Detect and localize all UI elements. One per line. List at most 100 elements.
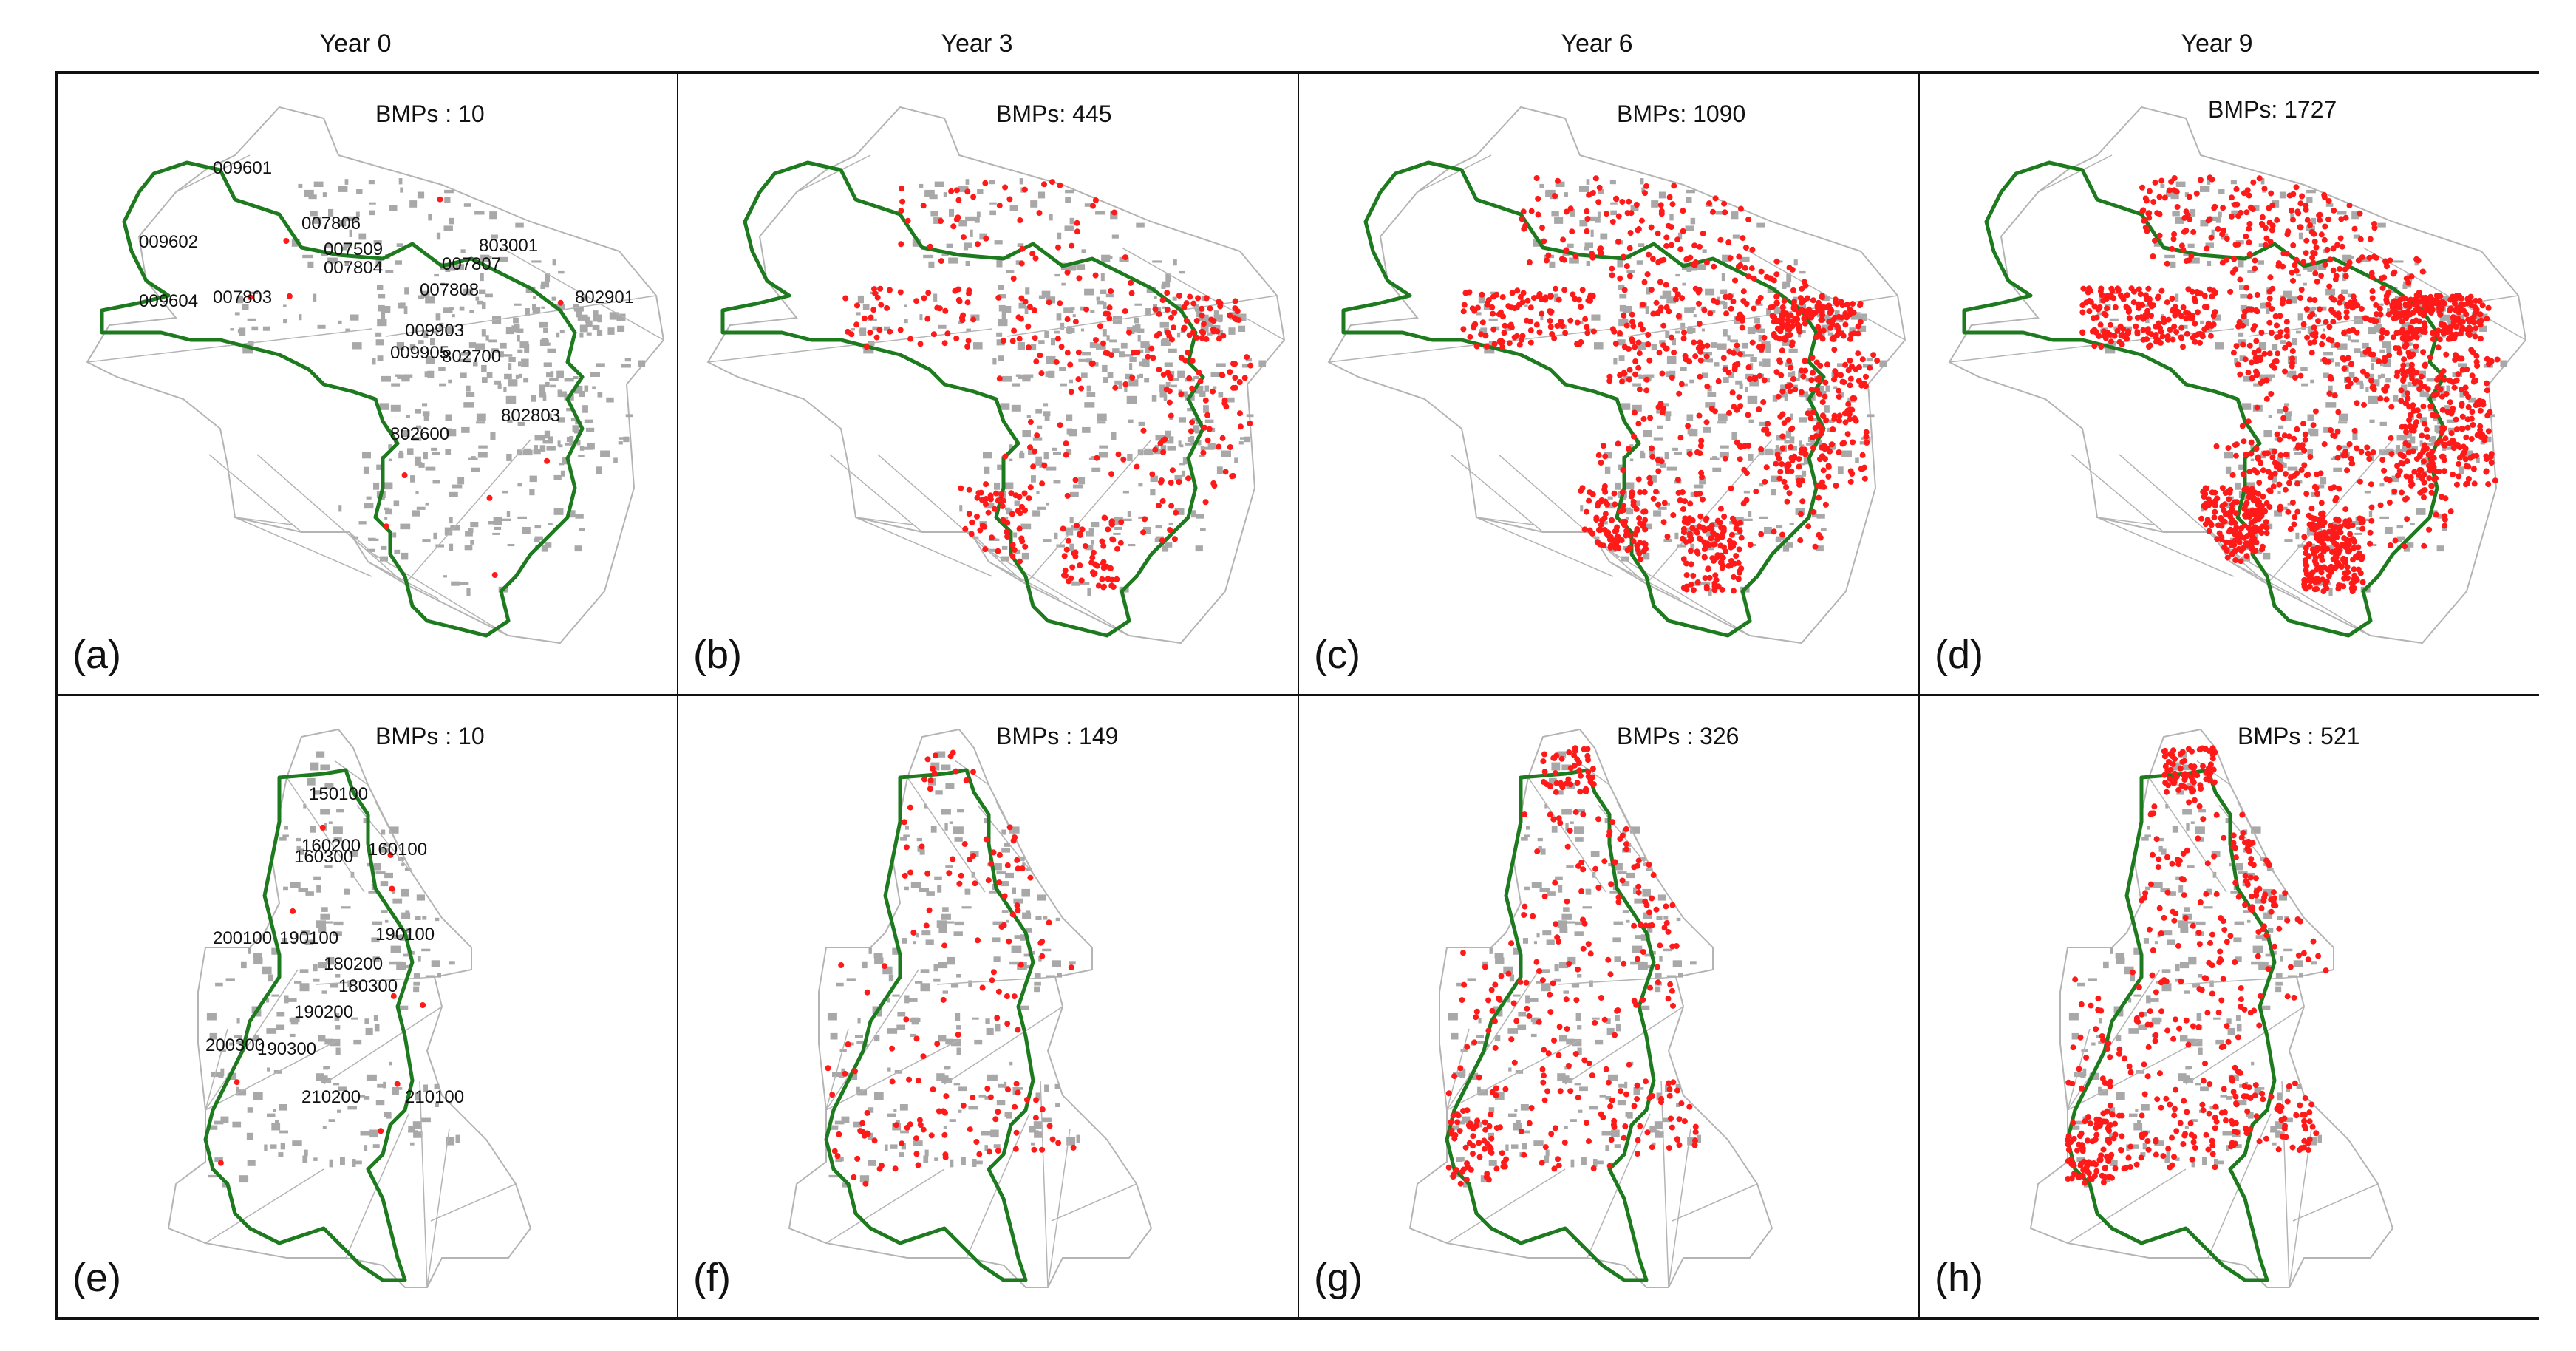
parcel [326, 956, 335, 965]
street-line [208, 454, 302, 533]
bmp-point [1057, 182, 1063, 188]
bmp-point [1735, 559, 1742, 566]
parcel [2295, 532, 2300, 540]
bmp-point [2144, 326, 2151, 333]
bmp-point [2361, 401, 2367, 408]
bmp-point [2313, 532, 2320, 539]
parcel [1658, 191, 1666, 199]
parcel [573, 385, 583, 394]
bmp-point [2214, 536, 2221, 542]
bmp-point [2266, 205, 2272, 211]
bmp-point [1602, 511, 1609, 517]
bmp-point [2471, 377, 2478, 384]
parcel [2277, 456, 2283, 463]
bmp-point [1664, 534, 1671, 540]
bmp-point [1549, 331, 1556, 337]
parcel [2476, 457, 2480, 463]
parcel [1086, 531, 1094, 537]
parcel [1748, 419, 1754, 423]
bmp-point [2274, 217, 2280, 223]
parcel [1690, 265, 1697, 271]
bmp-point [2251, 350, 2258, 356]
bmp-point [1785, 317, 1791, 323]
bmp-point [1703, 585, 1710, 592]
bmp-point [2282, 368, 2288, 375]
parcel [1617, 259, 1623, 268]
bmp-point [2317, 552, 2324, 559]
bmp-point [1156, 503, 1162, 509]
parcel [388, 444, 392, 449]
bmp-point [2342, 506, 2349, 513]
bmp-point [2326, 528, 2332, 535]
parcel [468, 528, 474, 533]
bmp-point [1199, 328, 1205, 335]
bmp-point [1033, 358, 1040, 365]
bmp-point [2184, 330, 2190, 337]
bmp-point [2358, 449, 2365, 455]
bmp-point [1018, 535, 1025, 542]
parcel [2395, 449, 2403, 455]
parcel [305, 891, 314, 896]
parcel [1124, 387, 1128, 392]
parcel [1154, 538, 1161, 542]
bmp-point [2313, 244, 2320, 251]
bmp-point [1666, 194, 1673, 200]
parcel [480, 254, 490, 262]
bmp-point [2328, 375, 2334, 382]
parcel [397, 375, 404, 379]
bmp-point [2336, 582, 2342, 588]
bmp-point [2474, 363, 2481, 369]
parcel [422, 916, 427, 920]
map-panel-grid: 009601 007806 009602 007509 803001 007807 0078… [55, 71, 2539, 1320]
parcel [1504, 326, 1511, 331]
parcel [440, 282, 445, 286]
bmp-point [2239, 423, 2246, 429]
bmp-point [1787, 332, 1793, 338]
parcel [1037, 191, 1046, 199]
bmp-point [1626, 367, 1633, 373]
parcel [1099, 445, 1108, 449]
bmp-point [2425, 298, 2432, 304]
bmp-point [1524, 317, 1530, 324]
parcel [373, 1015, 378, 1021]
street-line [1450, 454, 1544, 533]
parcel [1086, 385, 1091, 392]
bmp-point [2438, 371, 2444, 378]
bmp-point [2452, 356, 2459, 363]
parcel [514, 324, 520, 327]
bmp-point [1801, 297, 1807, 304]
bmp-point [2314, 471, 2320, 477]
bmp-point [2406, 417, 2413, 423]
bmp-point [2310, 259, 2317, 266]
bmp-point [2269, 455, 2276, 460]
bmp-point [1693, 528, 1700, 534]
parcel [542, 440, 553, 444]
bmp-point [2469, 372, 2476, 379]
street-line [205, 1028, 228, 1111]
bmp-point [2248, 450, 2255, 457]
bmp-point [927, 243, 933, 250]
parcel [2427, 442, 2438, 446]
bmp-point [1756, 406, 1762, 412]
bmp-point [2368, 351, 2374, 358]
bmp-point [2263, 519, 2269, 525]
parcel [1690, 217, 1696, 225]
parcel [546, 446, 556, 451]
bmp-point [878, 302, 885, 308]
column-header-year-9: Year 9 [2181, 30, 2253, 58]
parcel [1080, 582, 1090, 585]
parcel [1747, 395, 1758, 404]
bmp-point [234, 1079, 240, 1086]
bmp-point [2245, 418, 2252, 425]
bmp-point [2303, 491, 2310, 497]
bmp-point [920, 203, 927, 209]
street-line [419, 1080, 428, 1288]
bmp-point [1595, 527, 1602, 534]
parcel [1841, 450, 1852, 457]
parcel [1037, 506, 1046, 510]
parcel [316, 751, 325, 758]
bmp-point [2269, 306, 2275, 312]
bmp-point [2215, 225, 2221, 232]
parcel [1484, 347, 1495, 354]
bmp-point [2174, 204, 2181, 210]
